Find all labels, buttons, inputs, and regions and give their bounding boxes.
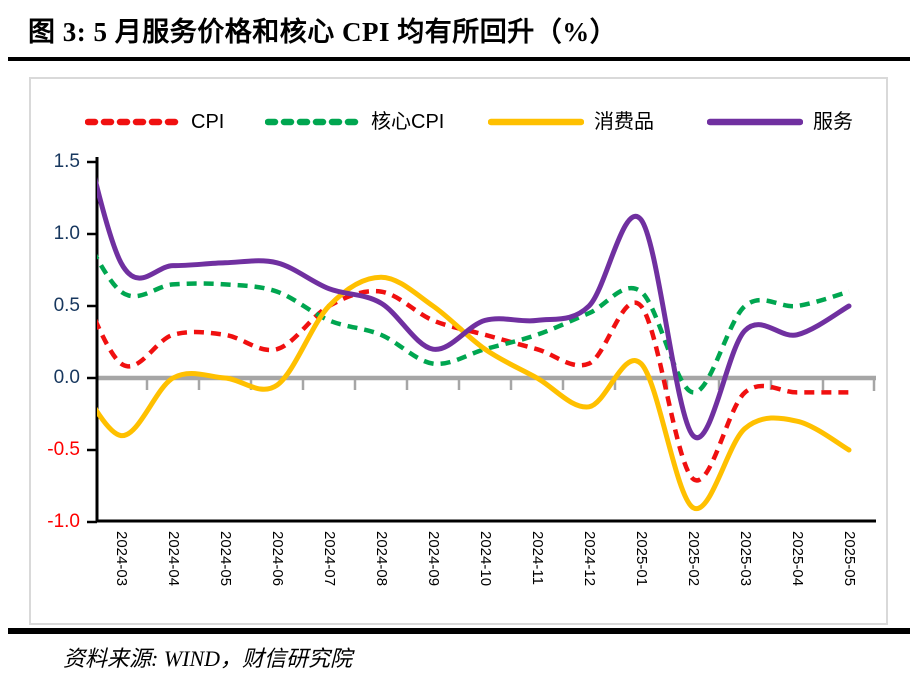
source-note: 资料来源: WIND，财信研究院 (63, 646, 353, 671)
x-tick-label: 2024-11 (529, 531, 546, 585)
x-tick-label: 2024-05 (217, 531, 234, 587)
x-tick-label: 2025-01 (633, 531, 650, 587)
x-tick-label: 2025-03 (737, 531, 754, 587)
x-tick-label: 2024-03 (113, 531, 130, 587)
y-tick-label: 0.5 (53, 295, 80, 316)
series-line-CPI (97, 288, 849, 483)
series-line-核心CPI (97, 253, 850, 395)
legend-item-服务: 服务 (707, 109, 853, 135)
legend-item-CPI: CPI (85, 109, 224, 135)
series-line-消费品 (97, 274, 852, 512)
y-tick-label: 0.0 (53, 367, 80, 388)
y-tick-label: -1.0 (47, 511, 80, 532)
footer-divider-rule (8, 628, 910, 634)
legend-label-消费品: 消费品 (594, 111, 654, 133)
y-tick-label: 1.5 (53, 151, 80, 172)
legend-label-服务: 服务 (813, 111, 853, 133)
legend-item-消费品: 消费品 (488, 109, 654, 135)
legend-label-核心CPI: 核心CPI (371, 111, 445, 133)
legend-label-CPI: CPI (191, 111, 225, 133)
x-tick-label: 2024-04 (165, 531, 182, 587)
x-tick-label: 2024-06 (269, 531, 286, 587)
y-tick-label: 1.0 (53, 223, 80, 244)
x-tick-label: 2024-08 (373, 531, 390, 587)
legend-item-核心CPI: 核心CPI (265, 109, 444, 135)
x-tick-label: 2024-10 (477, 531, 494, 587)
series-line-服务 (97, 176, 852, 441)
x-tick-label: 2025-02 (685, 531, 702, 587)
x-tick-label: 2025-04 (789, 531, 806, 587)
x-tick-label: 2024-12 (581, 531, 598, 587)
x-tick-label: 2024-09 (425, 531, 442, 587)
x-tick-label: 2025-05 (841, 531, 858, 587)
chart-card (29, 77, 888, 625)
x-tick-label: 2024-07 (321, 531, 338, 587)
legend-swatch-核心CPI (265, 118, 361, 126)
legend-swatch-消费品 (488, 118, 584, 126)
legend-swatch-CPI (85, 118, 181, 126)
legend-swatch-服务 (707, 118, 803, 126)
y-tick-label: -0.5 (47, 439, 80, 460)
figure-title: 图 3: 5 月服务价格和核心 CPI 均有所回升（%） (28, 17, 618, 47)
title-divider-rule (8, 57, 910, 61)
